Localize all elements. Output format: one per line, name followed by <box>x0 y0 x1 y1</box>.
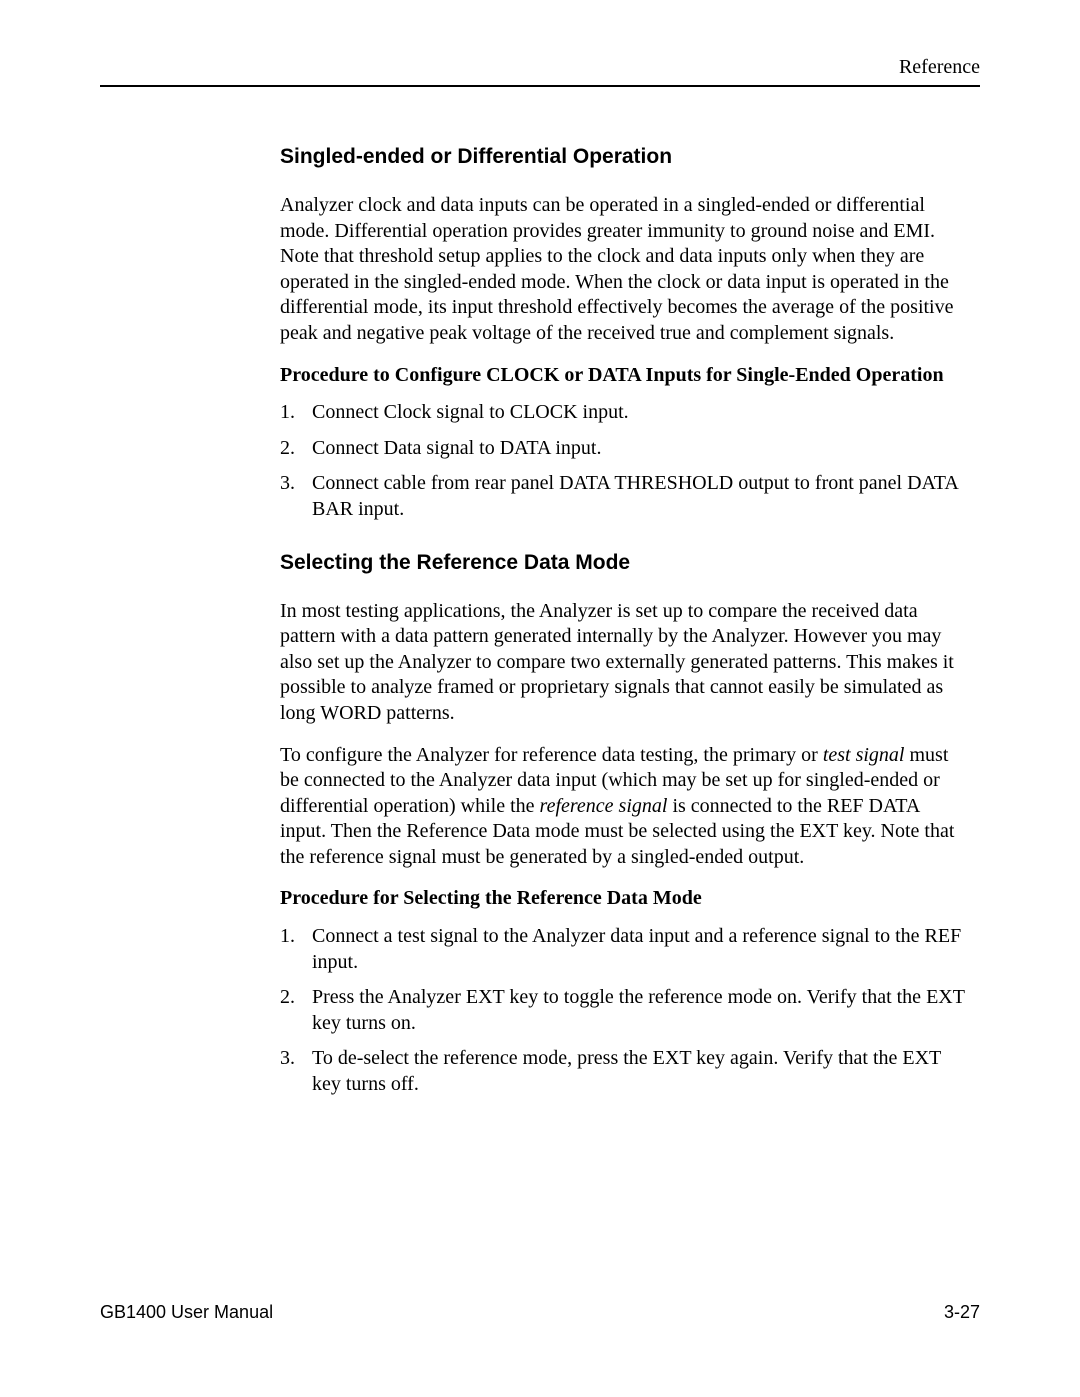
footer-right: 3-27 <box>944 1302 980 1323</box>
list-item: 1. Connect a test signal to the Analyzer … <box>280 924 970 975</box>
procedure-heading-single-ended: Procedure to Configure CLOCK or DATA Inp… <box>280 363 970 389</box>
body-paragraph: Analyzer clock and data inputs can be op… <box>280 193 970 347</box>
procedure-steps-single-ended: 1. Connect Clock signal to CLOCK input. 2… <box>280 400 970 522</box>
step-text: To de-select the reference mode, press t… <box>312 1047 941 1095</box>
step-number: 2. <box>280 985 295 1011</box>
italic-text: reference signal <box>540 795 668 817</box>
list-item: 2. Connect Data signal to DATA input. <box>280 436 970 462</box>
procedure-heading-reference: Procedure for Selecting the Reference Da… <box>280 886 970 912</box>
step-number: 1. <box>280 924 295 950</box>
list-item: 2. Press the Analyzer EXT key to toggle t… <box>280 985 970 1036</box>
section-heading-operation: Singled-ended or Differential Operation <box>280 145 970 169</box>
step-text: Connect a test signal to the Analyzer da… <box>312 925 961 973</box>
footer-left: GB1400 User Manual <box>100 1302 273 1323</box>
step-number: 3. <box>280 471 295 497</box>
header-label: Reference <box>100 56 980 79</box>
section-heading-reference: Selecting the Reference Data Mode <box>280 551 970 575</box>
step-text: Connect Data signal to DATA input. <box>312 437 601 459</box>
list-item: 3. Connect cable from rear panel DATA THR… <box>280 471 970 522</box>
page-content: Singled-ended or Differential Operation … <box>280 145 970 1098</box>
procedure-steps-reference: 1. Connect a test signal to the Analyzer … <box>280 924 970 1098</box>
list-item: 1. Connect Clock signal to CLOCK input. <box>280 400 970 426</box>
step-text: Press the Analyzer EXT key to toggle the… <box>312 986 965 1034</box>
page-header: Reference <box>100 56 980 87</box>
step-number: 1. <box>280 400 295 426</box>
page: Reference Singled-ended or Differential … <box>0 0 1080 1397</box>
italic-text: test signal <box>823 744 905 766</box>
body-paragraph: To configure the Analyzer for reference … <box>280 743 970 871</box>
step-text: Connect cable from rear panel DATA THRES… <box>312 472 958 520</box>
body-paragraph: In most testing applications, the Analyz… <box>280 599 970 727</box>
list-item: 3. To de-select the reference mode, press… <box>280 1046 970 1097</box>
page-footer: GB1400 User Manual 3-27 <box>100 1302 980 1323</box>
step-number: 3. <box>280 1046 295 1072</box>
step-text: Connect Clock signal to CLOCK input. <box>312 401 629 423</box>
step-number: 2. <box>280 436 295 462</box>
text-run: To configure the Analyzer for reference … <box>280 744 823 766</box>
